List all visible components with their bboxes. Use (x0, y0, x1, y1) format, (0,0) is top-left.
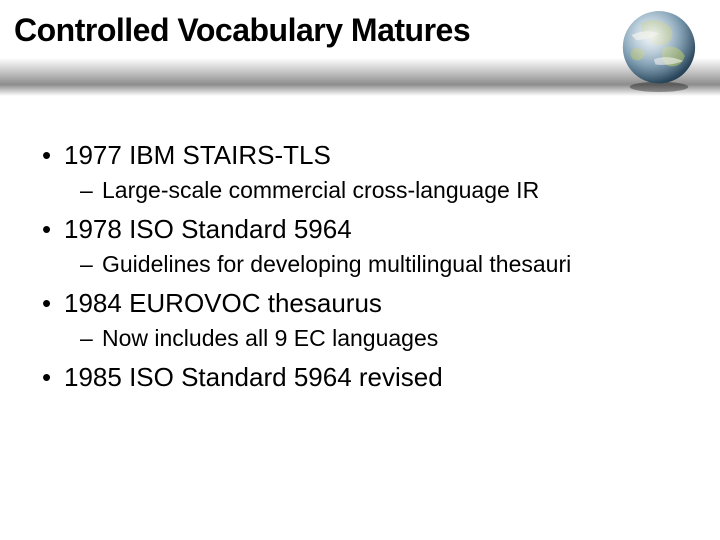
bullet-l2: Large-scale commercial cross-language IR (80, 177, 700, 204)
bullet-l1: 1978 ISO Standard 5964 (42, 214, 700, 245)
bullet-text: 1977 IBM STAIRS-TLS (64, 140, 331, 170)
bullet-l2: Now includes all 9 EC languages (80, 325, 700, 352)
title-area: Controlled Vocabulary Matures (0, 0, 720, 96)
bullet-l1: 1985 ISO Standard 5964 revised (42, 362, 700, 393)
bullet-text: 1978 ISO Standard 5964 (64, 214, 352, 244)
bullet-l2: Guidelines for developing multilingual t… (80, 251, 700, 278)
content-area: 1977 IBM STAIRS-TLS Large-scale commerci… (0, 96, 720, 393)
bullet-l1: 1977 IBM STAIRS-TLS (42, 140, 700, 171)
slide-title: Controlled Vocabulary Matures (14, 12, 720, 49)
bullet-text: Guidelines for developing multilingual t… (102, 251, 571, 277)
earth-globe-icon (616, 6, 702, 92)
bullet-text: Large-scale commercial cross-language IR (102, 177, 539, 203)
bullet-l1: 1984 EUROVOC thesaurus (42, 288, 700, 319)
bullet-text: Now includes all 9 EC languages (102, 325, 438, 351)
slide: Controlled Vocabulary Matures (0, 0, 720, 540)
bullet-text: 1985 ISO Standard 5964 revised (64, 362, 443, 392)
bullet-text: 1984 EUROVOC thesaurus (64, 288, 382, 318)
